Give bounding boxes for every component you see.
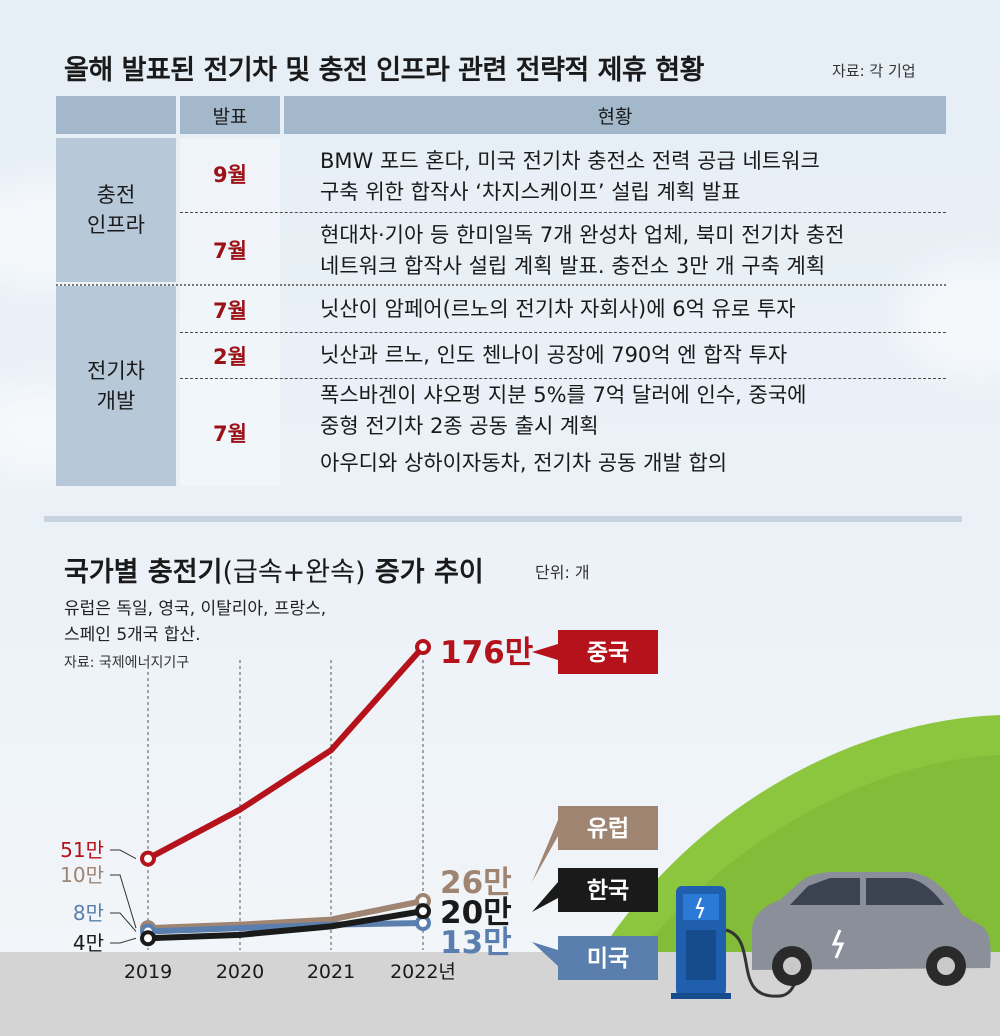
x-tick-label: 2022년 xyxy=(390,961,456,983)
charging-station-illustration xyxy=(671,886,801,999)
row-text: 현대차·기아 등 한미일독 7개 완성차 업체, 북미 전기차 충전 네트워크 합… xyxy=(320,223,845,278)
table-source: 자료: 각 기업 xyxy=(832,62,916,80)
start-leader-line xyxy=(110,937,137,944)
legend-tag-pointer xyxy=(532,820,558,882)
section-divider xyxy=(44,516,962,522)
chart-note-line2: 스페인 5개국 합산. xyxy=(64,625,201,645)
start-value-label: 8만 xyxy=(73,901,104,925)
end-value-label: 13만 xyxy=(440,925,512,961)
end-value-label: 20만 xyxy=(440,895,512,931)
end-value-label: 176만 xyxy=(440,635,533,671)
header-blank-cell xyxy=(56,96,176,134)
series-line-3 xyxy=(147,919,424,935)
start-value-label: 4만 xyxy=(73,931,104,955)
legend-tag-box xyxy=(558,868,658,912)
x-tick-label: 2020 xyxy=(216,961,264,983)
row-month: 7월 xyxy=(213,422,247,446)
legend-tag-box xyxy=(558,936,658,980)
data-point xyxy=(140,850,156,867)
x-tick-label: 2019 xyxy=(124,961,172,983)
electric-car-illustration xyxy=(752,872,991,986)
chart-title: 국가별 충전기(급속+완속) 증가 추이 xyxy=(64,557,484,588)
row-text: 닛산과 르노, 인도 첸나이 공장에 790억 엔 합작 투자 xyxy=(320,343,788,367)
row-text: 폭스바겐이 샤오펑 지분 5%를 7억 달러에 인수, 중국에 중형 전기차 2종… xyxy=(320,383,807,475)
start-leader-line xyxy=(110,912,137,932)
legend-tag-label: 한국 xyxy=(587,878,629,904)
category-charging-infra: 충전 인프라 xyxy=(56,138,176,282)
start-leader-line xyxy=(110,874,137,929)
legend-tag-label: 중국 xyxy=(587,640,629,666)
row-text: BMW 포드 혼다, 미국 전기차 충전소 전력 공급 네트워크 구축 위한 합작… xyxy=(320,149,820,204)
row-month: 7월 xyxy=(213,299,247,323)
chart-source: 자료: 국제에너지기구 xyxy=(64,655,190,671)
category-ev-development: 전기차 개발 xyxy=(56,286,176,486)
series-line-2 xyxy=(147,908,424,942)
legend-tag-pointer xyxy=(532,942,558,966)
legend-tag-label: 유럽 xyxy=(587,816,629,842)
legend-tag-pointer xyxy=(532,882,558,912)
data-point xyxy=(415,903,431,920)
data-point xyxy=(415,639,431,655)
legend-tag-box xyxy=(558,630,658,674)
row-month: 9월 xyxy=(213,163,247,187)
row-text: 닛산이 암페어(르노의 전기차 자회사)에 6억 유로 투자 xyxy=(320,297,796,321)
series-line-0 xyxy=(146,645,426,862)
row-month: 7월 xyxy=(213,239,247,263)
legend-tag-pointer xyxy=(532,644,558,660)
start-leader-line xyxy=(110,849,137,860)
chart-unit: 단위: 개 xyxy=(535,563,590,582)
legend-tag-label: 미국 xyxy=(587,946,629,972)
data-point xyxy=(140,930,156,947)
chart-note-line1: 유럽은 독일, 영국, 이탈리아, 프랑스, xyxy=(64,599,327,619)
start-value-label: 51만 xyxy=(60,838,104,862)
legend-tag-box xyxy=(558,806,658,850)
row-month: 2월 xyxy=(213,345,247,369)
x-tick-label: 2021 xyxy=(307,961,355,983)
end-value-label: 26만 xyxy=(440,865,512,901)
series-line-1 xyxy=(147,898,424,932)
header-status: 현황 xyxy=(284,96,946,134)
infographic-title: 올해 발표된 전기차 및 충전 인프라 관련 전략적 제휴 현황 xyxy=(64,55,704,86)
header-announce: 발표 xyxy=(180,96,280,134)
start-value-label: 10만 xyxy=(60,863,104,887)
alliance-table: 발표 현황 충전 인프라 전기차 개발 9월 BMW 포드 혼다, 미국 전기차… xyxy=(56,96,946,486)
